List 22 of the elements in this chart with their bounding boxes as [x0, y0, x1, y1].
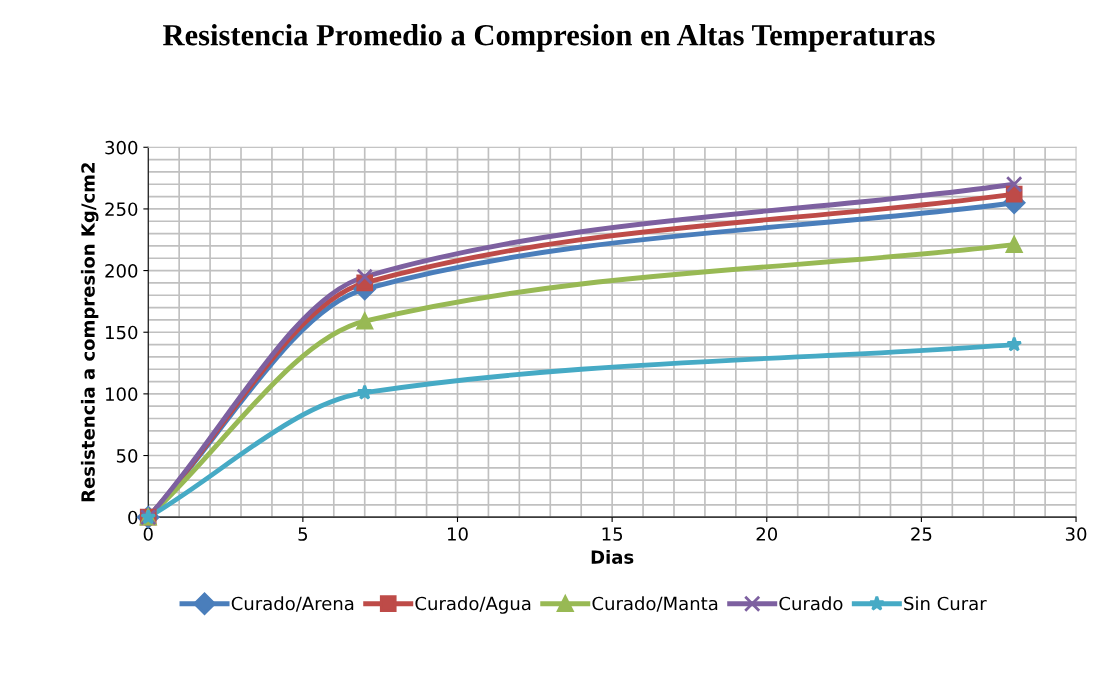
x-tick-label: 5 — [298, 527, 308, 541]
x-tick-label: 20 — [756, 527, 778, 541]
chart-title: Resistencia Promedio a Compresion en Altas Temperaturas — [163, 23, 935, 52]
legend-label: Curado/Agua — [415, 596, 531, 614]
y-axis-title: Resistencia a compresion Kg/cm2 — [80, 163, 99, 502]
y-tick-label: 300 — [105, 140, 138, 155]
x-tick-label: 25 — [911, 527, 932, 541]
y-tick-label: 150 — [106, 325, 138, 340]
y-tick-label: 0 — [128, 510, 138, 525]
y-tick-label: 250 — [105, 202, 138, 217]
legend-label: Curado/Manta — [592, 596, 718, 612]
x-tick-label: 0 — [143, 527, 153, 541]
x-axis-title: Dias — [591, 549, 634, 564]
x-tick-label: 30 — [1065, 527, 1087, 541]
y-tick-label: 50 — [116, 448, 138, 463]
y-tick-label: 100 — [106, 387, 138, 401]
x-tick-label: 10 — [448, 527, 468, 541]
legend-label: Curado — [779, 596, 843, 611]
y-tick-label: 200 — [105, 264, 138, 278]
legend-label: Curado/Arena — [231, 596, 354, 612]
legend-label: Sin Curar — [904, 596, 987, 611]
x-tick-label: 15 — [602, 527, 623, 541]
